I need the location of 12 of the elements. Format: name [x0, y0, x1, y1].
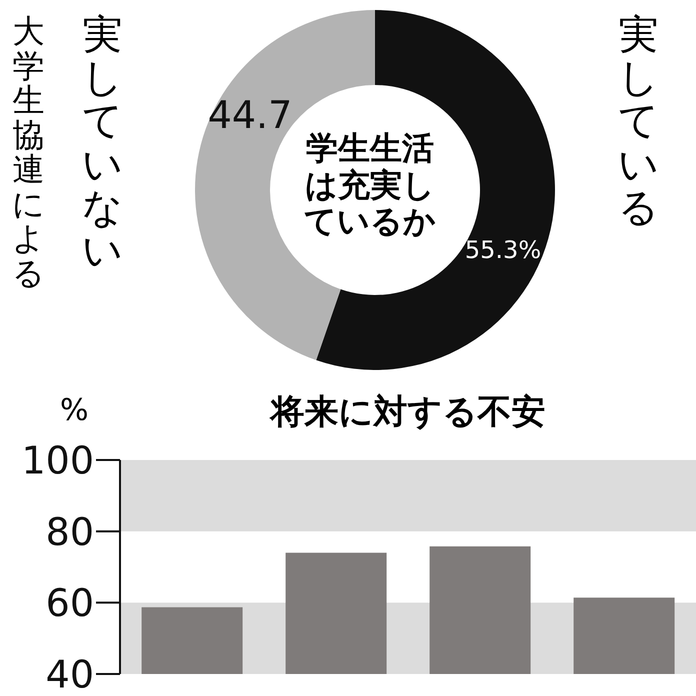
slice-label: 実していない — [82, 12, 123, 274]
y-tick-label: 40 — [46, 652, 94, 696]
y-tick-label: 80 — [46, 510, 94, 554]
data-label: 44.7 — [208, 93, 292, 137]
text: 大学生協連による — [12, 12, 45, 292]
slice-label: 実している — [618, 12, 659, 231]
data-label: 55.3% — [464, 236, 542, 264]
y-tick-label: 60 — [46, 581, 94, 626]
text: 学生生活は充実しているか — [303, 128, 437, 242]
chart-title: 将来に対する不安 — [268, 391, 546, 434]
y-tick-label: 100 — [21, 438, 94, 482]
y-axis-title: % — [60, 393, 89, 428]
